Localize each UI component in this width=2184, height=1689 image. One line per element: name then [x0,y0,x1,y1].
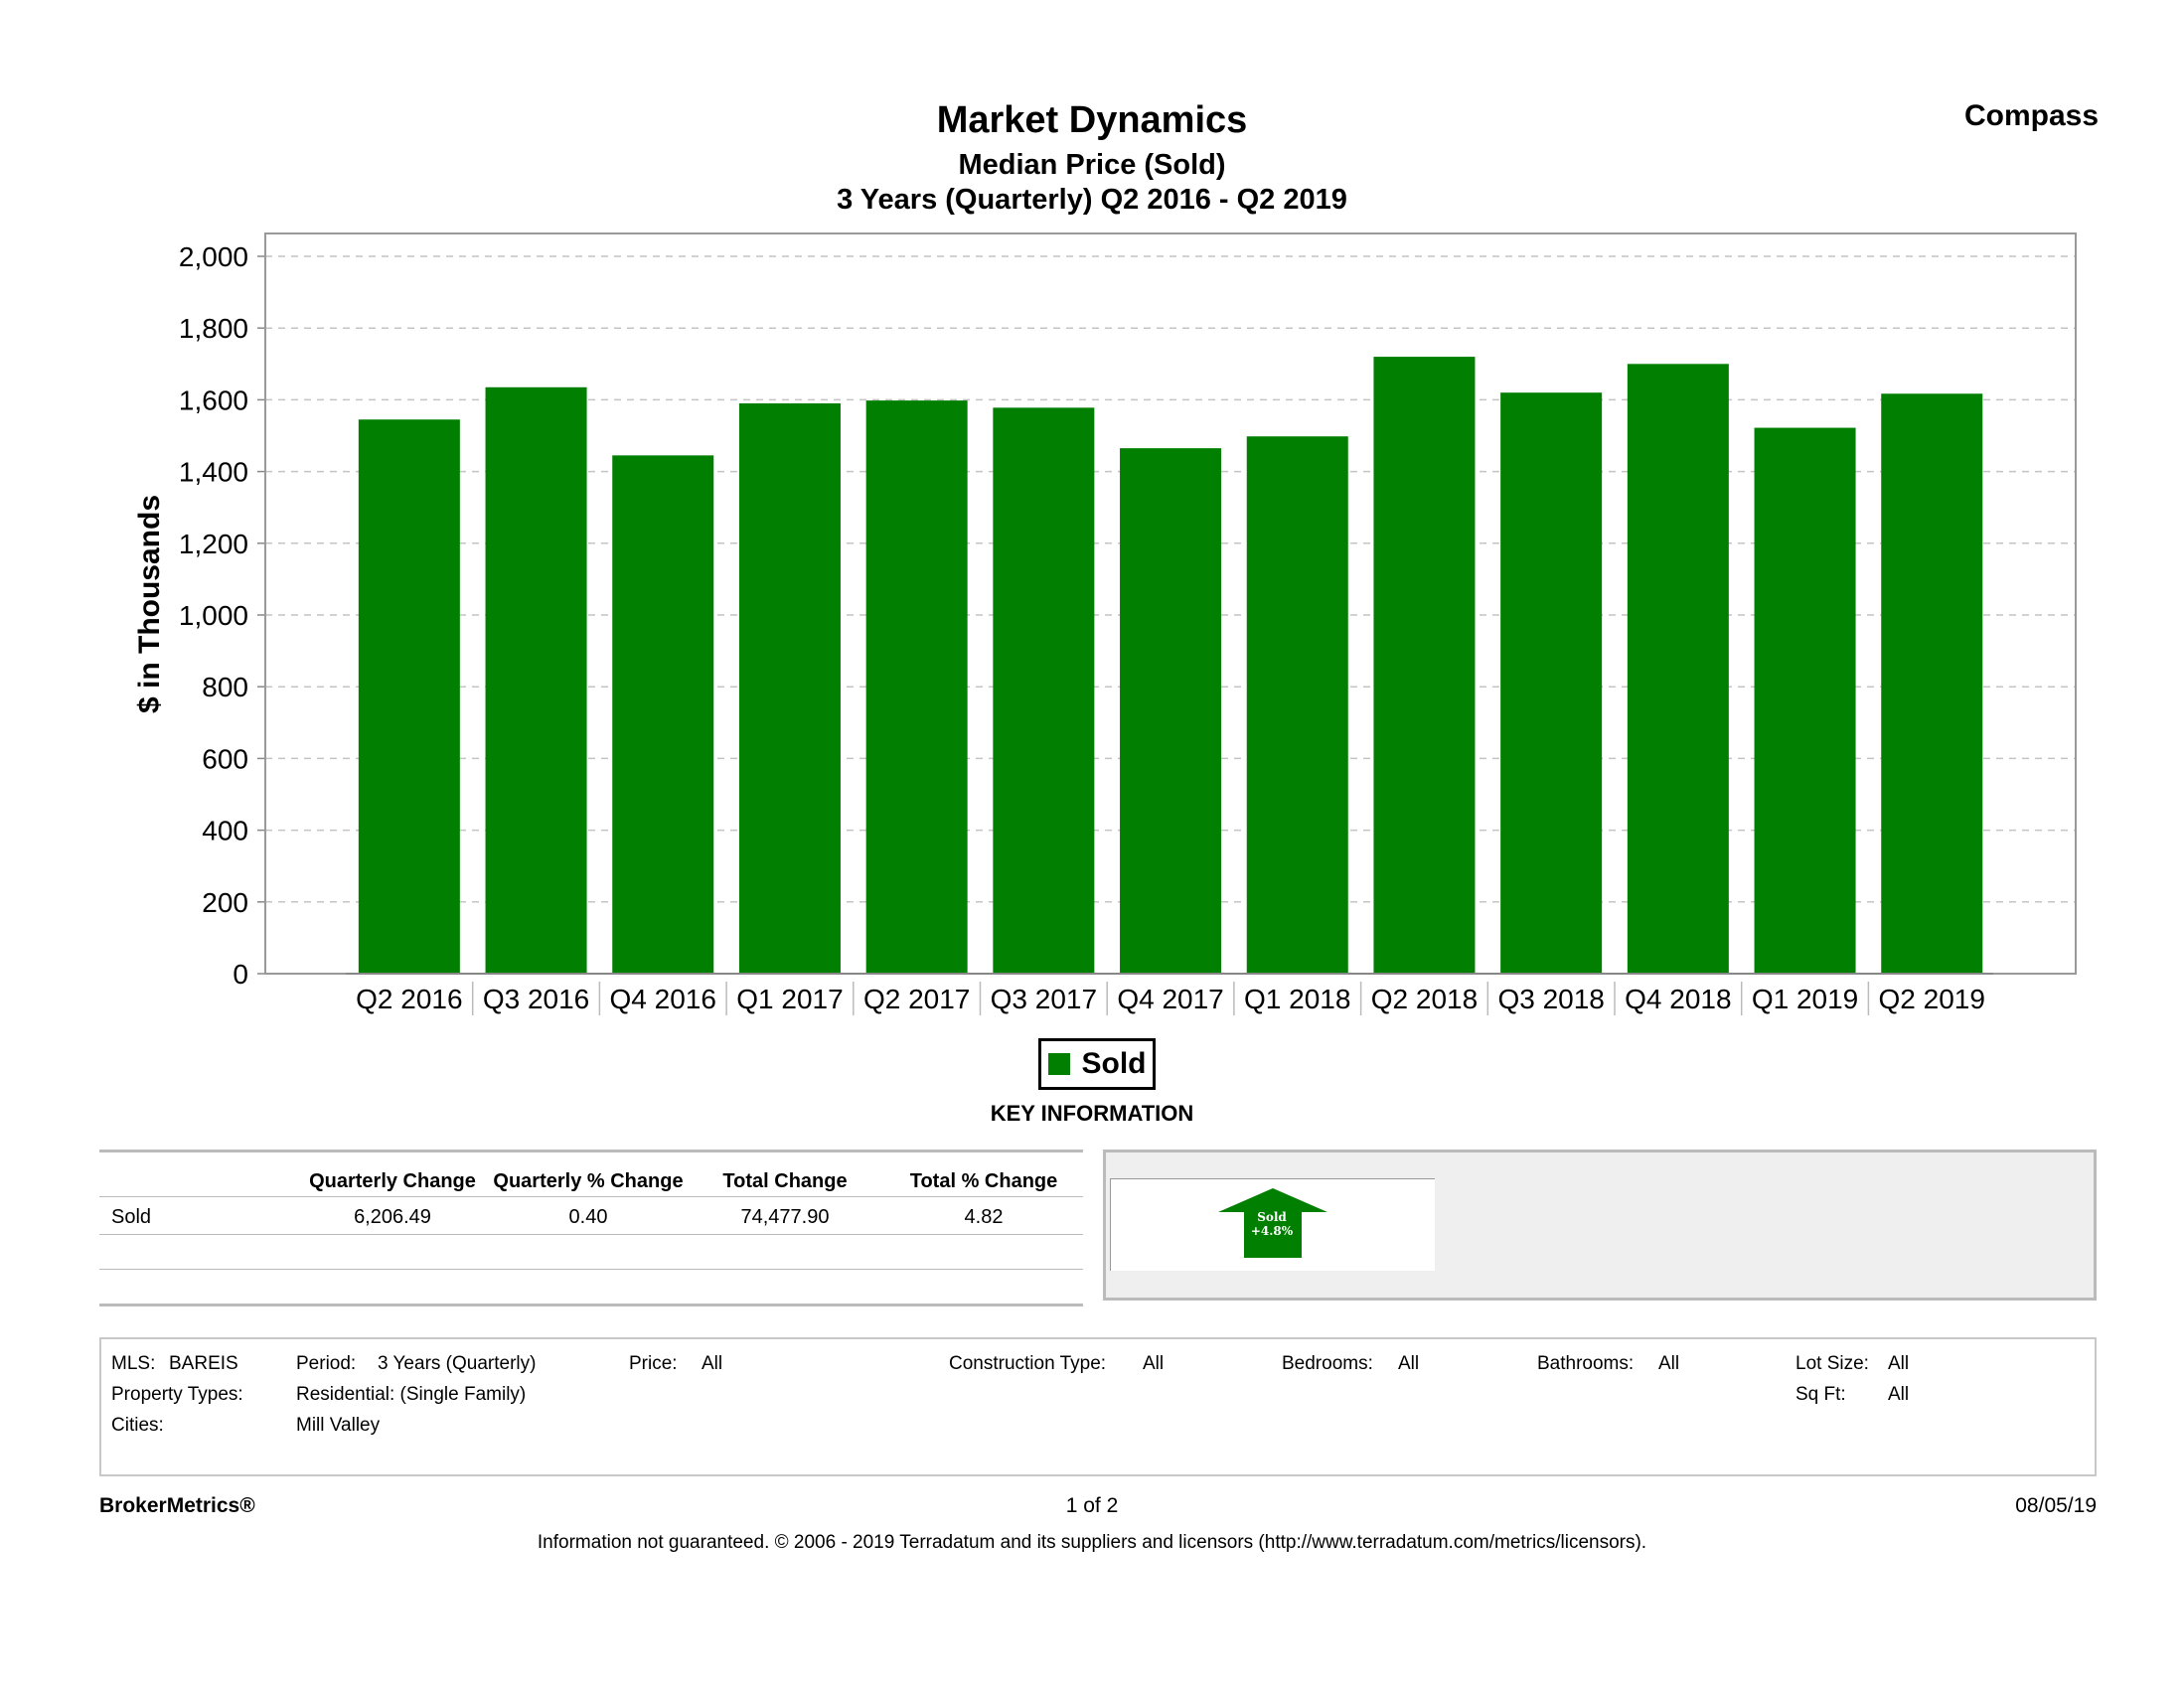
property-types-label: Property Types: [111,1384,243,1405]
bedrooms-label: Bedrooms: [1282,1353,1373,1374]
x-tick-label: Q1 2017 [736,984,843,1014]
col-total-change: Total Change [722,1170,848,1192]
quarterly-pct-change-value: 0.40 [568,1206,608,1228]
x-tick-label: Q3 2018 [1497,984,1604,1014]
bar-q4-2018 [1627,364,1729,974]
bars [358,357,1983,975]
bar-q1-2017 [738,403,841,974]
x-tick-label: Q2 2019 [1879,984,1985,1014]
x-tick-label: Q3 2017 [991,984,1097,1014]
y-tick-label: 1,600 [179,384,248,415]
col-total-pct-change: Total % Change [909,1170,1058,1192]
cities-value: Mill Valley [296,1415,381,1436]
y-tick-label: 800 [202,672,248,702]
period-label: Period: [296,1353,357,1374]
key-info-table: Quarterly Change Quarterly % Change Tota… [99,1150,1083,1306]
legend-label-sold: Sold [1081,1047,1147,1080]
report-date: 08/05/19 [2015,1494,2097,1517]
key-information-heading: KEY INFORMATION [990,1101,1194,1126]
y-tick-labels: 0 200 400 600 800 1,000 1,200 1,400 1,600 1,800 2,… [179,241,248,990]
mls-value: BAREIS [169,1353,238,1374]
price-label: Price: [629,1353,678,1374]
row-label: Sold [111,1206,152,1228]
lot-size-value: All [1888,1353,1910,1374]
page-number: 1 of 2 [1065,1494,1119,1517]
cities-label: Cities: [111,1415,164,1436]
chart-period: 3 Years (Quarterly) Q2 2016 - Q2 2019 [837,184,1347,216]
y-tick-label: 1,200 [179,529,248,559]
x-tick-label: Q2 2017 [863,984,970,1014]
x-tick-label: Q4 2018 [1625,984,1731,1014]
bar-q2-2019 [1881,393,1983,974]
bar-q2-2018 [1373,357,1476,975]
x-tick-label: Q2 2018 [1371,984,1478,1014]
construction-type-label: Construction Type: [949,1353,1107,1374]
disclaimer: Information not guaranteed. © 2006 - 201… [537,1532,1647,1553]
y-tick-label: 1,800 [179,313,248,344]
indicator-text: Sold +4.8% [1250,1210,1294,1238]
y-tick-label: 0 [233,959,248,990]
y-tick-label: 200 [202,887,248,918]
chart-title: Market Dynamics [936,99,1248,141]
x-tick-label: Q2 2016 [356,984,462,1014]
col-quarterly-pct-change: Quarterly % Change [493,1170,684,1192]
bathrooms-label: Bathrooms: [1537,1353,1635,1374]
bar-q2-2017 [865,400,968,974]
col-quarterly-change: Quarterly Change [309,1170,476,1192]
bedrooms-value: All [1398,1353,1420,1374]
bar-q4-2017 [1120,448,1222,974]
y-tick-label: 600 [202,743,248,774]
bathrooms-value: All [1658,1353,1680,1374]
mls-label: MLS: [111,1353,156,1374]
chart-subtitle: Median Price (Sold) [958,149,1226,181]
bar-q1-2019 [1754,427,1856,975]
up-arrow-icon [1218,1188,1327,1258]
sqft-label: Sq Ft: [1795,1384,1846,1405]
search-criteria: MLS: BAREIS Period: 3 Years (Quarterly) … [99,1337,2097,1476]
bar-chart: 0 200 400 600 800 1,000 1,200 1,400 1,600 1,800 2,… [133,232,2077,1015]
legend: Sold [1038,1038,1156,1090]
period-value: 3 Years (Quarterly) [378,1353,537,1374]
bar-q3-2018 [1500,392,1603,974]
bar-q3-2017 [993,407,1095,974]
bar-q2-2016 [358,419,460,974]
x-tick-label: Q4 2017 [1117,984,1223,1014]
construction-type-value: All [1143,1353,1165,1374]
brand-name: Compass [1963,99,2099,132]
total-pct-change-value: 4.82 [964,1206,1004,1228]
product-name: BrokerMetrics® [99,1494,255,1517]
y-tick-label: 1,000 [179,600,248,631]
y-tick-label: 2,000 [179,241,248,272]
x-tick-label: Q1 2019 [1752,984,1858,1014]
property-types-value: Residential: (Single Family) [296,1384,527,1405]
y-axis-label: $ in Thousands [133,495,166,713]
y-tick-label: 1,400 [179,457,248,488]
quarterly-change-value: 6,206.49 [354,1206,431,1228]
x-tick-label: Q4 2016 [610,984,716,1014]
legend-swatch-sold [1047,1053,1070,1075]
y-tick-label: 400 [202,816,248,846]
bar-q4-2016 [612,455,714,975]
total-change-value: 74,477.90 [740,1206,830,1228]
x-tick-labels: Q2 2016 Q3 2016 Q4 2016 Q1 2017 Q2 2017 Q3 20… [356,982,1985,1015]
price-value: All [702,1353,723,1374]
x-tick-label: Q1 2018 [1244,984,1350,1014]
x-tick-label: Q3 2016 [483,984,589,1014]
lot-size-label: Lot Size: [1795,1353,1869,1374]
sqft-value: All [1888,1384,1910,1405]
bar-q3-2016 [485,386,587,974]
bar-q1-2018 [1246,436,1348,974]
